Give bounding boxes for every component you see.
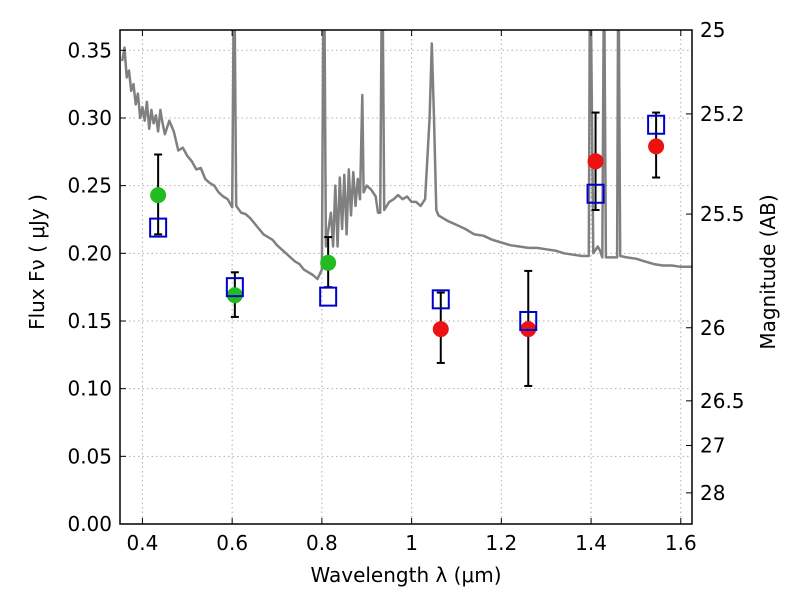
model-flux-marker [149,217,168,238]
y-tick-label: 0.15 [67,309,112,333]
model-flux-marker [519,310,538,331]
points-layer [149,111,666,387]
mag-tick-label: 27 [700,434,725,458]
model-flux-marker [225,277,244,298]
mag-tick-label: 26 [700,316,725,340]
spectrum-layer [120,30,692,281]
y-tick-label: 0.00 [67,512,112,536]
x-tick-label: 1 [405,531,418,555]
y-axis-label: Flux Fν ( μJy ) [25,194,49,330]
y-tick-label: 0.25 [67,174,112,198]
x-axis-label: Wavelength λ (μm) [310,563,501,587]
model-flux-marker [319,286,338,307]
y-tick-label: 0.30 [67,106,112,130]
spectrum-line [120,30,692,281]
mag-tick-label: 26.5 [700,389,745,413]
right-axis-label: Magnitude (AB) [756,194,780,349]
ticks: 0.4 0.6 0.8 1 1.2 1.4 1.6 0.00 0.05 0.10 0.15 0.20 0… [67,18,744,555]
mag-tick-label: 25.2 [700,102,745,126]
mag-tick-label: 28 [700,481,725,505]
model-flux-marker [431,289,450,310]
axes-frame [119,29,693,525]
x-tick-label: 0.6 [216,531,248,555]
x-tick-label: 0.4 [127,531,159,555]
observed-flux-point [432,321,449,338]
mag-tick-label: 25 [700,18,725,42]
x-tick-label: 0.8 [306,531,338,555]
model-flux-marker [586,183,605,204]
observed-flux-point [320,254,337,271]
y-tick-label: 0.20 [67,241,112,265]
mag-tick-label: 25.5 [700,202,745,226]
plot-frame [119,29,693,525]
x-tick-label: 1.6 [665,531,697,555]
x-tick-label: 1.4 [575,531,607,555]
observed-flux-point [587,153,604,170]
observed-flux-point [150,187,167,204]
y-tick-label: 0.05 [67,444,112,468]
observed-flux-point [648,138,665,155]
y-tick-label: 0.35 [67,38,112,62]
y-tick-label: 0.10 [67,377,112,401]
x-tick-label: 1.2 [485,531,517,555]
model-flux-marker [647,114,666,135]
